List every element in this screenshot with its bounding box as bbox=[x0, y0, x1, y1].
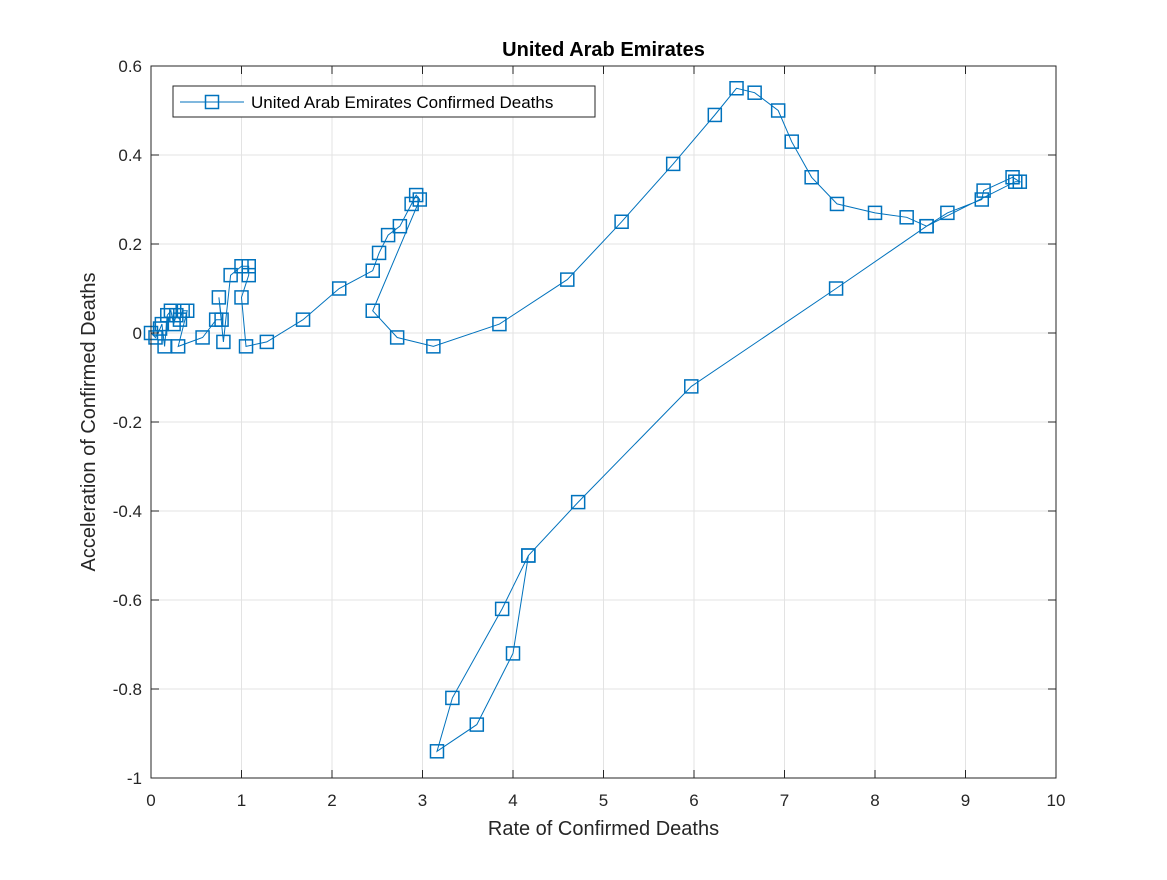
data-point-marker bbox=[404, 196, 419, 212]
data-point-marker bbox=[223, 267, 238, 283]
x-tick-label: 7 bbox=[780, 791, 789, 810]
y-tick-label: -0.6 bbox=[113, 591, 142, 610]
data-point-marker bbox=[804, 170, 819, 185]
data-point-marker bbox=[216, 334, 231, 350]
data-point-marker bbox=[469, 717, 485, 732]
data-point-marker bbox=[976, 183, 991, 198]
x-tick-label: 5 bbox=[599, 791, 608, 810]
data-point-marker bbox=[214, 312, 229, 327]
x-tick-label: 3 bbox=[418, 791, 427, 810]
data-point-marker bbox=[770, 103, 786, 118]
data-point-marker bbox=[919, 218, 934, 234]
y-axis-label: Acceleration of Confirmed Deaths bbox=[78, 272, 100, 571]
data-point-marker bbox=[614, 214, 629, 229]
data-point-marker bbox=[560, 272, 575, 287]
y-tick-label: 0.6 bbox=[118, 57, 142, 76]
data-point-marker bbox=[940, 205, 955, 221]
x-tick-label: 1 bbox=[237, 791, 246, 810]
x-tick-label: 10 bbox=[1047, 791, 1066, 810]
x-tick-label: 2 bbox=[327, 791, 336, 810]
data-point-marker bbox=[684, 379, 699, 394]
data-point-marker bbox=[392, 218, 408, 234]
data-point-marker bbox=[211, 290, 227, 305]
data-point-marker bbox=[238, 339, 254, 354]
data-point-marker bbox=[426, 339, 441, 354]
data-point-marker bbox=[408, 187, 424, 203]
data-point-marker bbox=[371, 245, 387, 261]
y-tick-label: -0.4 bbox=[113, 502, 142, 521]
data-point-marker bbox=[259, 334, 275, 350]
data-point-marker bbox=[234, 290, 249, 305]
x-tick-label: 0 bbox=[146, 791, 155, 810]
x-tick-label: 8 bbox=[870, 791, 879, 810]
data-point-marker bbox=[505, 646, 521, 661]
data-point-marker bbox=[521, 548, 536, 563]
data-point-marker bbox=[570, 494, 586, 510]
data-point-marker bbox=[412, 192, 428, 207]
chart-title: United Arab Emirates bbox=[502, 39, 705, 61]
legend-entry-label: United Arab Emirates Confirmed Deaths bbox=[251, 93, 553, 112]
data-point-marker bbox=[707, 107, 723, 123]
data-point-marker bbox=[389, 330, 405, 345]
data-point-marker bbox=[729, 81, 744, 96]
data-point-marker bbox=[828, 281, 844, 296]
data-point-marker bbox=[445, 690, 460, 706]
data-point-marker bbox=[195, 330, 210, 345]
data-point-marker bbox=[784, 134, 799, 149]
data-point-marker bbox=[747, 85, 762, 100]
x-tick-label: 6 bbox=[689, 791, 698, 810]
legend-marker-square bbox=[204, 94, 220, 110]
legend: United Arab Emirates Confirmed Deaths bbox=[172, 85, 596, 118]
y-tick-label: 0 bbox=[133, 324, 142, 343]
y-tick-label: 0.4 bbox=[118, 146, 142, 165]
x-tick-label: 9 bbox=[961, 791, 970, 810]
y-tick-label: 0.2 bbox=[118, 235, 142, 254]
data-point-marker bbox=[1008, 174, 1023, 189]
data-point-marker bbox=[492, 316, 507, 332]
x-axis-label: Rate of Confirmed Deaths bbox=[488, 818, 719, 840]
y-tick-label: -0.2 bbox=[113, 413, 142, 432]
data-point-marker bbox=[494, 601, 510, 617]
data-point-marker bbox=[899, 210, 914, 225]
data-point-marker bbox=[974, 192, 990, 207]
series-layer bbox=[143, 81, 1028, 759]
data-point-marker bbox=[179, 303, 195, 318]
data-point-marker bbox=[867, 205, 883, 221]
data-point-marker bbox=[295, 312, 311, 327]
data-point-marker bbox=[365, 263, 380, 278]
data-point-marker bbox=[331, 281, 347, 296]
data-point-marker bbox=[365, 303, 380, 318]
ticks: 0 1 2 3 4 5 6 7 8 9 10 -1 -0.8 -0.6 -0.4 -0.2 0 0.2 0.4 0.6 bbox=[113, 57, 1066, 810]
y-tick-label: -0.8 bbox=[113, 680, 142, 699]
data-point-marker bbox=[829, 196, 845, 212]
data-point-marker bbox=[429, 744, 445, 759]
data-point-marker bbox=[665, 156, 681, 172]
data-point-marker bbox=[170, 339, 186, 354]
data-point-marker bbox=[241, 267, 256, 283]
x-tick-label: 4 bbox=[508, 791, 517, 810]
data-point-marker bbox=[380, 227, 396, 243]
data-point-marker bbox=[154, 316, 170, 332]
data-point-marker bbox=[241, 259, 256, 274]
y-tick-label: -1 bbox=[127, 769, 142, 788]
